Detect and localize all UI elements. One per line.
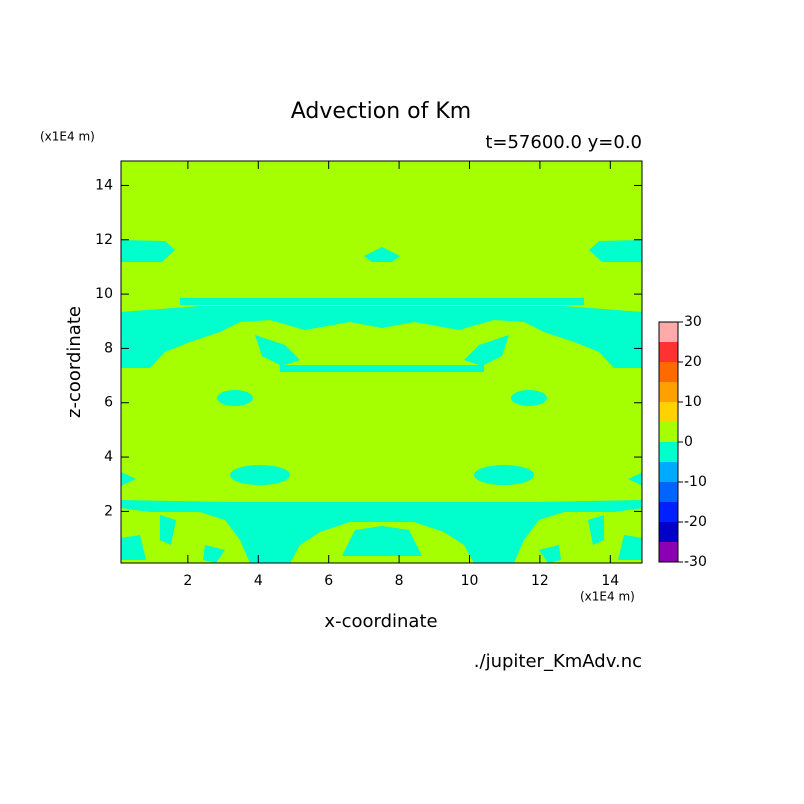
colorbar: -30 -20 -10 0 10 20 30 <box>658 314 707 570</box>
colorbar-label: -20 <box>684 514 707 530</box>
contour-patch <box>342 526 382 556</box>
colorbar-bin <box>659 362 678 382</box>
colorbar-bin <box>659 542 678 562</box>
contour-patch <box>255 335 300 366</box>
y-axis-label: z-coordinate <box>64 306 85 418</box>
y-unit: (x1E4 m) <box>40 130 95 144</box>
colorbar-label: -30 <box>684 554 707 570</box>
axes: 2 4 6 8 10 12 14 2 4 6 8 10 12 14 <box>95 161 642 589</box>
contour-patch <box>121 535 146 560</box>
x-tick-label: 2 <box>183 573 192 589</box>
contour-background <box>121 161 642 563</box>
contour-patches <box>121 240 382 563</box>
chart-title: Advection of Km <box>291 99 471 124</box>
plot-frame <box>120 160 643 564</box>
x-tick-label: 8 <box>395 573 404 589</box>
colorbar-label: 0 <box>684 434 693 450</box>
colorbar-label: -10 <box>684 474 707 490</box>
y-tick-label: 4 <box>104 449 113 465</box>
contour-patch <box>364 247 382 262</box>
colorbar-bin <box>659 482 678 502</box>
footer: ./jupiter_KmAdv.nc <box>474 651 642 672</box>
x-tick-label: 10 <box>461 573 479 589</box>
contour-patch <box>121 306 382 368</box>
y-tick-label: 14 <box>95 177 113 193</box>
contour-patch <box>160 515 176 545</box>
contour-field <box>121 240 642 563</box>
chart-subtitle: t=57600.0 y=0.0 <box>485 132 642 153</box>
colorbar-label: 10 <box>684 394 702 410</box>
colorbar-label: 30 <box>684 314 702 330</box>
contour-patch <box>280 365 382 372</box>
colorbar-bin <box>659 522 678 542</box>
contour-patch <box>180 298 382 305</box>
colorbar-bin <box>659 342 678 362</box>
x-unit: (x1E4 m) <box>580 590 635 604</box>
colorbar-bin <box>659 422 678 442</box>
y-tick-label: 8 <box>104 340 113 356</box>
x-tick-label: 14 <box>601 573 619 589</box>
x-tick-label: 6 <box>324 573 333 589</box>
colorbar-bin <box>659 462 678 482</box>
y-tick-label: 2 <box>104 503 113 519</box>
colorbar-bin <box>659 442 678 462</box>
colorbar-bin <box>659 502 678 522</box>
x-axis-label: x-coordinate <box>324 611 437 632</box>
contour-patch <box>121 240 175 262</box>
colorbar-bin <box>659 382 678 402</box>
contour-patch <box>121 500 382 563</box>
contour-patch <box>230 465 290 485</box>
colorbar-label: 20 <box>684 354 702 370</box>
y-tick-label: 12 <box>95 232 113 248</box>
colorbar-bin <box>659 322 678 342</box>
contour-patch <box>121 472 136 486</box>
x-tick-label: 4 <box>254 573 263 589</box>
contour-patch <box>217 390 253 406</box>
y-tick-label: 10 <box>95 286 113 302</box>
colorbar-bin <box>659 402 678 422</box>
y-tick-label: 6 <box>104 395 113 411</box>
contour-patch <box>203 545 225 563</box>
x-tick-label: 12 <box>531 573 549 589</box>
